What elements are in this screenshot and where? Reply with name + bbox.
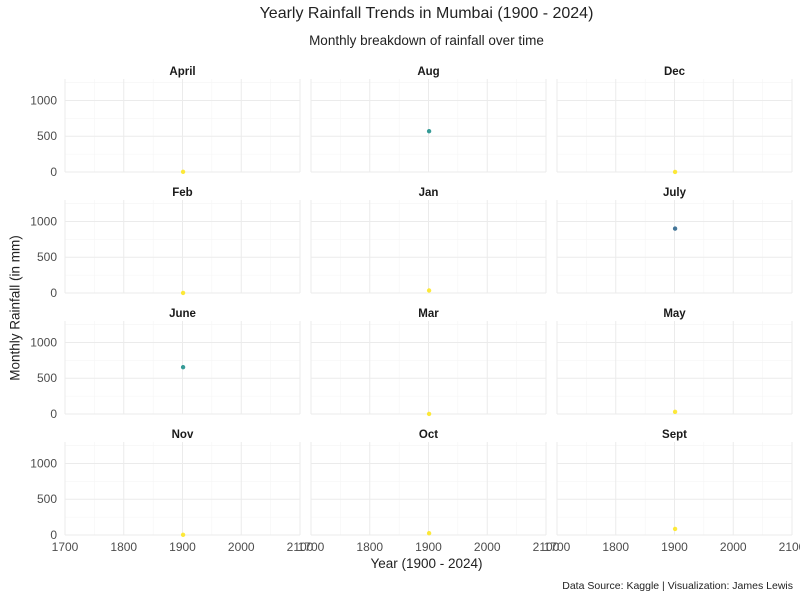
x-tick-label: 1800 bbox=[602, 540, 629, 554]
data-point-oct bbox=[426, 531, 432, 536]
data-point-april bbox=[180, 169, 186, 174]
data-point-aug bbox=[426, 129, 432, 134]
x-tick-label: 2100 bbox=[779, 540, 800, 554]
data-point-mar bbox=[426, 411, 432, 417]
facet-title-aug: Aug bbox=[417, 66, 439, 78]
facet-title-july: July bbox=[663, 187, 687, 199]
chart-title: Yearly Rainfall Trends in Mumbai (1900 -… bbox=[259, 5, 594, 22]
data-point-may bbox=[672, 409, 678, 415]
x-tick-label: 1900 bbox=[661, 540, 688, 554]
y-tick-label: 1000 bbox=[30, 456, 57, 470]
y-tick-label: 0 bbox=[50, 528, 57, 542]
y-tick-label: 1000 bbox=[30, 93, 57, 107]
facet-title-may: May bbox=[663, 308, 686, 320]
chart-subtitle: Monthly breakdown of rainfall over time bbox=[309, 33, 544, 48]
data-point-nov bbox=[180, 532, 186, 537]
facet-title-mar: Mar bbox=[418, 308, 439, 320]
x-tick-label: 2000 bbox=[228, 540, 255, 554]
facet-title-jan: Jan bbox=[419, 187, 439, 199]
data-point-dec bbox=[672, 169, 678, 175]
facet-title-sept: Sept bbox=[662, 429, 687, 441]
chart-caption: Data Source: Kaggle | Visualization: Jam… bbox=[562, 580, 793, 592]
x-tick-label: 1900 bbox=[415, 540, 442, 554]
data-point-sept bbox=[672, 526, 678, 532]
data-point-june bbox=[180, 364, 186, 370]
facet-title-june: June bbox=[169, 308, 196, 320]
data-point-feb bbox=[180, 290, 186, 296]
x-tick-label: 2100 bbox=[287, 540, 314, 554]
x-tick-label: 2000 bbox=[474, 540, 501, 554]
y-tick-label: 500 bbox=[37, 129, 57, 143]
x-tick-label: 1700 bbox=[544, 540, 571, 554]
x-tick-label: 1700 bbox=[298, 540, 325, 554]
facet-title-april: April bbox=[169, 66, 195, 78]
y-tick-label: 500 bbox=[37, 250, 57, 264]
x-tick-label: 1900 bbox=[169, 540, 196, 554]
facet-title-dec: Dec bbox=[664, 66, 686, 78]
y-tick-label: 0 bbox=[50, 407, 57, 421]
x-tick-label: 1800 bbox=[110, 540, 137, 554]
facet-title-nov: Nov bbox=[172, 429, 194, 441]
x-tick-label: 2100 bbox=[533, 540, 560, 554]
y-tick-label: 500 bbox=[37, 371, 57, 385]
y-tick-label: 500 bbox=[37, 492, 57, 506]
y-tick-label: 0 bbox=[50, 286, 57, 300]
x-tick-label: 1800 bbox=[356, 540, 383, 554]
y-axis-label: Monthly Rainfall (in mm) bbox=[7, 235, 23, 381]
x-tick-label: 2000 bbox=[720, 540, 747, 554]
data-point-july bbox=[672, 226, 678, 231]
y-tick-label: 1000 bbox=[30, 214, 57, 228]
data-point-jan bbox=[426, 288, 432, 293]
facet-title-feb: Feb bbox=[172, 187, 192, 199]
x-tick-label: 1700 bbox=[52, 540, 79, 554]
x-axis-label: Year (1900 - 2024) bbox=[370, 556, 483, 571]
y-tick-label: 1000 bbox=[30, 335, 57, 349]
y-tick-label: 0 bbox=[50, 165, 57, 179]
facet-title-oct: Oct bbox=[419, 429, 438, 441]
